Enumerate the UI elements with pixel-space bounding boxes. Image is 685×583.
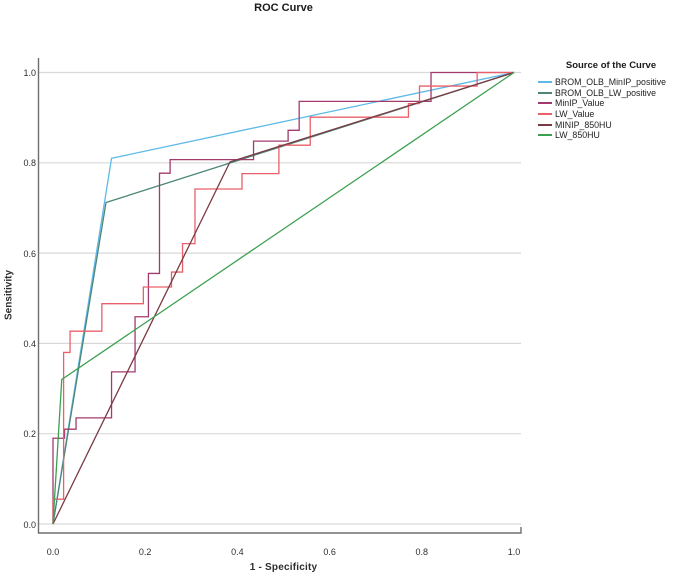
legend-item-LW_850HU: LW_850HU bbox=[538, 130, 684, 141]
y-tick-label-1.0: 1.0 bbox=[23, 68, 36, 78]
legend-swatch-icon bbox=[538, 113, 552, 116]
x-tick-label-0.0: 0.0 bbox=[46, 547, 60, 557]
axis-frame bbox=[37, 58, 522, 534]
legend-items: BROM_OLB_MinIP_positive BROM_OLB_LW_posit… bbox=[538, 77, 684, 141]
roc-curve-MinIP_Value bbox=[52, 71, 514, 524]
legend-item-label: LW_Value bbox=[555, 109, 595, 120]
x-tick-label-0.8: 0.8 bbox=[415, 547, 429, 557]
legend-swatch-icon bbox=[538, 91, 552, 94]
x-tick-label-1.0: 1.0 bbox=[507, 547, 521, 557]
y-tick-label-0.2: 0.2 bbox=[23, 429, 36, 440]
legend-item-BROM_OLB_LW_positive: BROM_OLB_LW_positive bbox=[538, 88, 684, 99]
legend-title: Source of the Curve bbox=[565, 60, 657, 71]
legend-item-LW_Value: LW_Value bbox=[538, 109, 684, 120]
legend-item-BROM_OLB_MinIP_positive: BROM_OLB_MinIP_positive bbox=[538, 77, 684, 88]
y-tick-label-0.4: 0.4 bbox=[23, 338, 36, 349]
legend-item-MinIP_Value: MinIP_Value bbox=[538, 98, 684, 109]
legend-swatch-icon bbox=[538, 102, 552, 105]
roc-curve-MINIP_850HU bbox=[52, 71, 515, 525]
chart-title: ROC Curve bbox=[254, 2, 313, 14]
legend-item-label: MINIP_850HU bbox=[555, 119, 612, 130]
legend-swatch-icon bbox=[538, 81, 552, 84]
legend-item-label: LW_850HU bbox=[555, 130, 600, 141]
legend-item-MINIP_850HU: MINIP_850HU bbox=[538, 119, 684, 130]
roc-curve-LW_850HU bbox=[52, 71, 515, 525]
y-tick-label-0.8: 0.8 bbox=[23, 158, 36, 169]
legend-item-label: MinIP_Value bbox=[555, 98, 605, 109]
roc-curve-BROM_OLB_MinIP_positive bbox=[52, 71, 515, 525]
legend-item-label: BROM_OLB_LW_positive bbox=[555, 87, 657, 98]
y-tick-label-0.0: 0.0 bbox=[23, 519, 36, 530]
legend-swatch-icon bbox=[538, 134, 552, 137]
roc-curve-LW_Value bbox=[52, 71, 514, 524]
legend-swatch-icon bbox=[538, 123, 552, 126]
legend-item-label: BROM_OLB_MinIP_positive bbox=[555, 77, 666, 88]
x-tick-label-0.2: 0.2 bbox=[138, 547, 152, 557]
roc-curve-BROM_OLB_LW_positive bbox=[52, 71, 515, 525]
x-tick-label-0.4: 0.4 bbox=[231, 547, 244, 557]
y-axis-title: Sensitivity bbox=[3, 269, 15, 321]
x-axis-title: 1 - Specificity bbox=[249, 562, 318, 573]
x-tick-label-0.6: 0.6 bbox=[323, 547, 336, 557]
y-tick-label-0.6: 0.6 bbox=[23, 248, 36, 259]
legend: Source of the Curve BROM_OLB_MinIP_posit… bbox=[538, 60, 684, 141]
